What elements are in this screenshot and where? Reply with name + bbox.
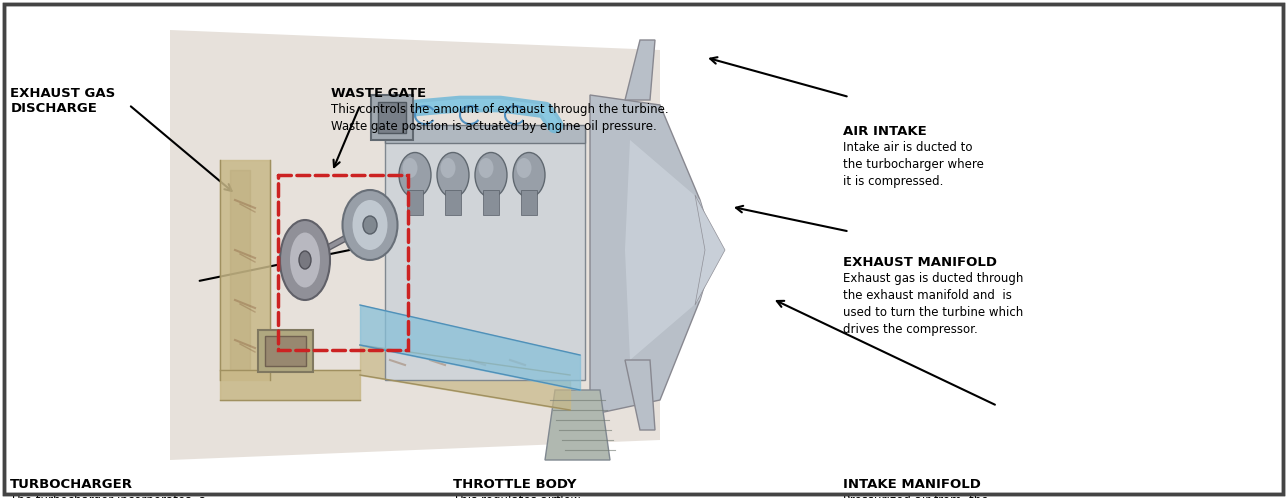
Ellipse shape [475, 152, 507, 198]
Text: TURBOCHARGER: TURBOCHARGER [10, 478, 134, 491]
Ellipse shape [353, 200, 387, 250]
Text: Exhaust gas is ducted through
the exhaust manifold and  is
used to turn the turb: Exhaust gas is ducted through the exhaus… [843, 272, 1023, 337]
Polygon shape [695, 195, 725, 305]
Text: EXHAUST GAS
DISCHARGE: EXHAUST GAS DISCHARGE [10, 87, 116, 115]
Ellipse shape [514, 152, 544, 198]
Polygon shape [625, 140, 716, 360]
Text: Intake air is ducted to
the turbocharger where
it is compressed.: Intake air is ducted to the turbocharger… [843, 140, 983, 188]
Text: WASTE GATE: WASTE GATE [331, 87, 426, 100]
Ellipse shape [281, 220, 329, 300]
Bar [371, 95, 413, 140]
Ellipse shape [363, 216, 377, 234]
Text: The turbocharger incorporates  a
turbine, which is driven by exhaust
gases, and : The turbocharger incorporates a turbine,… [10, 494, 219, 498]
Ellipse shape [299, 251, 311, 269]
Bar [385, 125, 586, 143]
Bar [385, 130, 586, 380]
Bar [445, 190, 461, 215]
Polygon shape [589, 95, 716, 415]
Text: Pressurized air from  the
turbocharger is supplied to
the cylinders.: Pressurized air from the turbocharger is… [843, 494, 1004, 498]
Text: THROTTLE BODY: THROTTLE BODY [453, 478, 577, 491]
Bar [278, 175, 408, 350]
Text: This controls the amount of exhaust through the turbine.
Waste gate position is : This controls the amount of exhaust thro… [331, 103, 668, 133]
Bar [378, 102, 405, 133]
Ellipse shape [290, 233, 320, 287]
Ellipse shape [403, 158, 417, 178]
Polygon shape [625, 360, 655, 430]
Ellipse shape [440, 158, 456, 178]
Text: EXHAUST MANIFOLD: EXHAUST MANIFOLD [843, 256, 997, 269]
Ellipse shape [342, 190, 398, 260]
Polygon shape [544, 390, 610, 460]
Ellipse shape [479, 158, 493, 178]
Text: AIR INTAKE: AIR INTAKE [843, 124, 927, 137]
Bar [521, 190, 537, 215]
Ellipse shape [516, 158, 532, 178]
Bar [483, 190, 499, 215]
Text: INTAKE MANIFOLD: INTAKE MANIFOLD [843, 478, 981, 491]
Bar [265, 336, 306, 366]
Ellipse shape [438, 152, 468, 198]
Bar [257, 330, 313, 372]
Bar [407, 190, 423, 215]
Text: This regulates airflow
to the engine.: This regulates airflow to the engine. [453, 494, 580, 498]
Polygon shape [170, 30, 660, 460]
Ellipse shape [399, 152, 431, 198]
Polygon shape [625, 40, 655, 100]
